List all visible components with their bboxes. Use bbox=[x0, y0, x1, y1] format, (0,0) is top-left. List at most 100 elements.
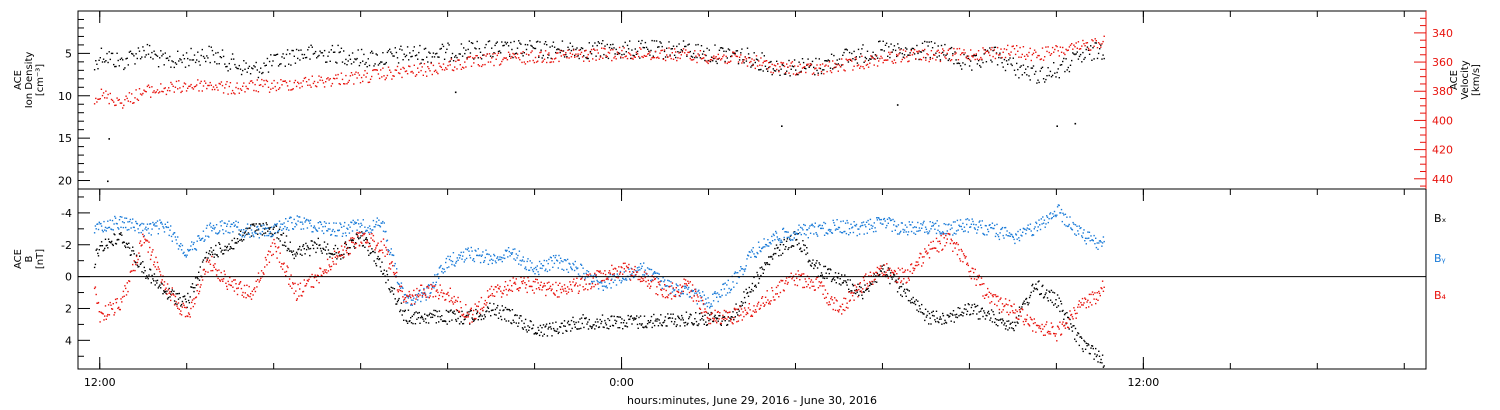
bx-point bbox=[816, 260, 818, 262]
bx-point bbox=[692, 324, 695, 326]
by-point bbox=[573, 264, 575, 266]
by-point bbox=[421, 296, 424, 298]
bx-point bbox=[900, 285, 903, 288]
density-point bbox=[624, 41, 626, 44]
density-point bbox=[402, 59, 404, 61]
density-point bbox=[747, 53, 750, 55]
density-point bbox=[876, 57, 879, 59]
by-point bbox=[259, 232, 261, 234]
by-point bbox=[863, 233, 865, 235]
bx-point bbox=[399, 310, 401, 313]
velocity-point bbox=[309, 84, 311, 86]
by-point bbox=[967, 231, 969, 233]
bx-point bbox=[856, 291, 858, 293]
by-point bbox=[885, 227, 887, 229]
by-point bbox=[760, 250, 762, 253]
velocity-point bbox=[793, 65, 796, 67]
bx-point bbox=[314, 242, 316, 244]
velocity-point bbox=[215, 84, 217, 86]
bz-point bbox=[125, 287, 127, 290]
density-point bbox=[281, 56, 283, 58]
by-point bbox=[726, 284, 728, 286]
bz-point bbox=[369, 245, 371, 247]
bx-point bbox=[801, 250, 803, 253]
bx-point bbox=[254, 230, 257, 232]
velocity-point bbox=[291, 88, 293, 91]
density-point bbox=[210, 46, 212, 48]
bx-point bbox=[1062, 309, 1064, 312]
bx-point bbox=[834, 272, 837, 274]
density-point bbox=[712, 60, 714, 62]
velocity-point bbox=[173, 91, 175, 93]
by-point bbox=[676, 284, 678, 287]
by-point bbox=[375, 221, 378, 223]
density-point bbox=[225, 66, 227, 68]
bx-point bbox=[214, 253, 216, 255]
velocity-point bbox=[912, 51, 915, 54]
velocity-point bbox=[537, 60, 539, 62]
density-point bbox=[143, 49, 145, 52]
density-point bbox=[925, 57, 927, 59]
velocity-point bbox=[488, 53, 491, 55]
velocity-point bbox=[187, 87, 189, 89]
bx-point bbox=[190, 286, 192, 288]
by-point bbox=[314, 227, 316, 229]
bx-point bbox=[431, 316, 434, 318]
bx-point bbox=[479, 314, 482, 316]
bz-point bbox=[327, 270, 330, 272]
density-point bbox=[617, 52, 620, 54]
by-point bbox=[606, 287, 608, 289]
density-point bbox=[464, 52, 466, 55]
bx-point bbox=[520, 315, 522, 317]
bx-point bbox=[428, 314, 430, 316]
bz-point bbox=[344, 242, 347, 244]
by-point bbox=[783, 236, 785, 239]
density-point bbox=[374, 63, 376, 65]
by-point bbox=[274, 232, 277, 234]
density-point bbox=[489, 55, 492, 57]
by-point bbox=[985, 225, 987, 227]
velocity-point bbox=[613, 57, 615, 59]
bx-point bbox=[812, 259, 814, 261]
by-point bbox=[929, 221, 931, 223]
bx-point bbox=[823, 265, 825, 268]
by-point bbox=[652, 273, 654, 275]
bx-point bbox=[852, 285, 855, 287]
bx-point bbox=[818, 262, 820, 264]
bz-point bbox=[481, 307, 483, 309]
bx-point bbox=[1034, 288, 1036, 290]
bz-point bbox=[532, 280, 535, 283]
velocity-point bbox=[679, 57, 681, 60]
density-point bbox=[148, 44, 151, 47]
by-point bbox=[525, 268, 528, 271]
bx-point bbox=[371, 248, 373, 250]
bz-point bbox=[111, 308, 114, 310]
bz-point bbox=[344, 246, 346, 248]
by-point bbox=[1078, 225, 1080, 227]
velocity-point bbox=[838, 64, 841, 66]
by-point bbox=[239, 234, 242, 236]
bz-point bbox=[272, 253, 274, 256]
bx-point bbox=[945, 322, 948, 324]
density-points bbox=[93, 39, 1105, 183]
velocity-point bbox=[760, 57, 762, 59]
bz-point bbox=[354, 247, 357, 249]
by-point bbox=[1095, 237, 1097, 239]
velocity-point bbox=[1002, 51, 1004, 53]
density-point bbox=[294, 62, 297, 64]
by-point bbox=[959, 225, 961, 228]
velocity-point bbox=[546, 61, 548, 64]
bx-point bbox=[972, 313, 974, 315]
density-point bbox=[722, 47, 724, 50]
by-point bbox=[844, 222, 847, 224]
by-point bbox=[198, 237, 201, 239]
bz-point bbox=[490, 294, 492, 297]
bz-point bbox=[398, 289, 400, 291]
bx-point bbox=[750, 288, 753, 291]
velocity-point bbox=[820, 70, 823, 73]
by-point bbox=[310, 225, 312, 227]
density-point bbox=[806, 64, 808, 66]
velocity-point bbox=[528, 54, 530, 56]
density-point bbox=[400, 45, 402, 47]
density-point bbox=[240, 73, 243, 76]
